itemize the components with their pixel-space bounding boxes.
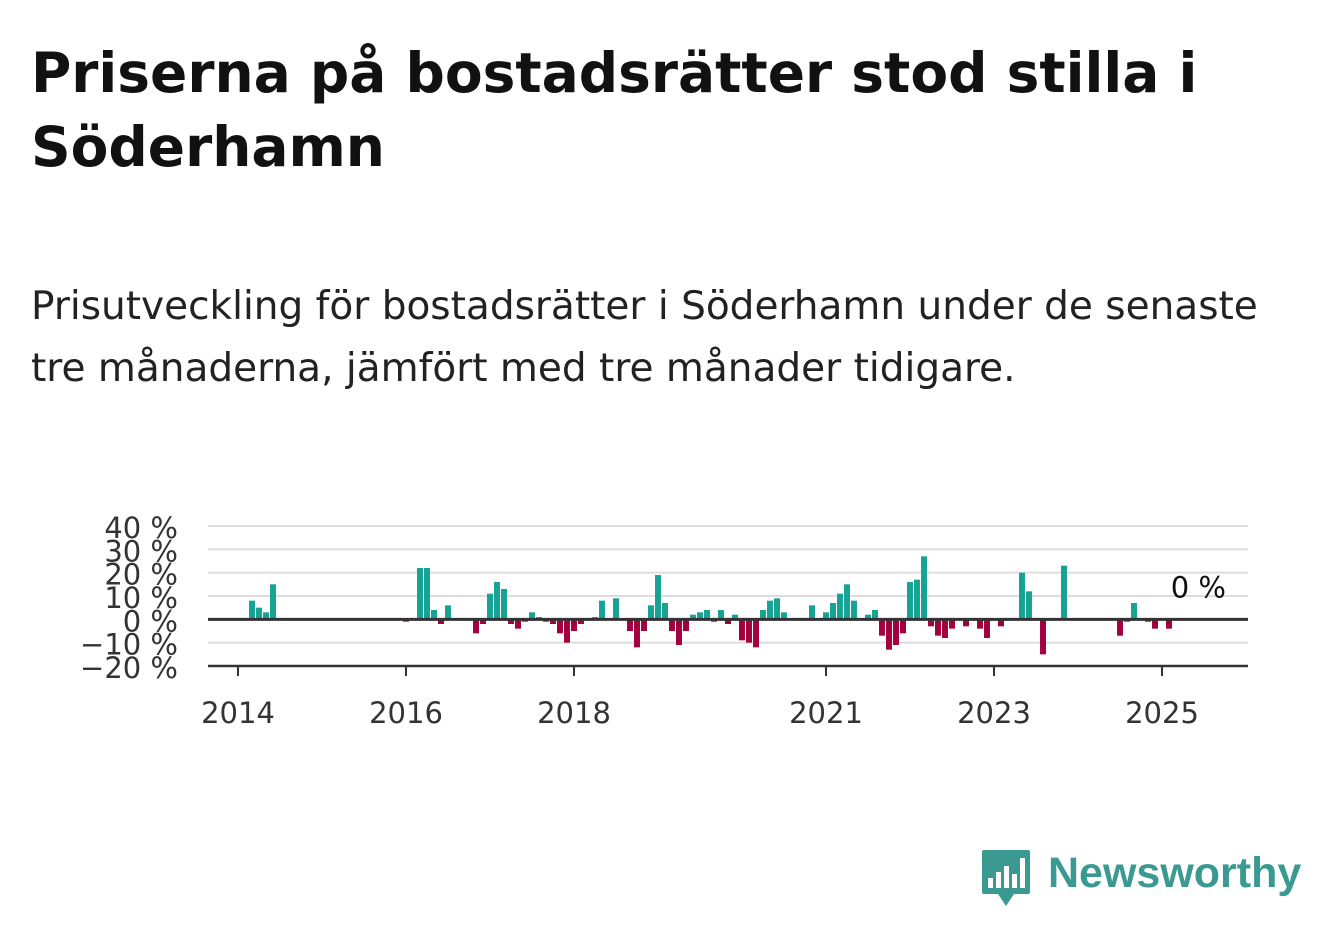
x-tick-label: 2025 [1125, 696, 1199, 730]
x-tick-label: 2018 [537, 696, 611, 730]
bar [753, 619, 759, 648]
bar [669, 619, 675, 631]
bar [683, 619, 689, 631]
bar [662, 603, 668, 620]
bar [767, 600, 773, 620]
bar [977, 619, 983, 629]
bar [256, 607, 262, 620]
chart-subtitle: Prisutveckling för bostadsrätter i Söder… [31, 284, 1258, 391]
x-tick-label: 2021 [789, 696, 863, 730]
bar [998, 619, 1004, 627]
bar [746, 619, 752, 643]
last-value-annotation: 0 % [1171, 570, 1226, 604]
y-tick-label: 20 % [104, 558, 178, 592]
chart-title: Priserna på bostadsrätter stod stilla i … [31, 41, 1198, 179]
bar [648, 605, 654, 620]
bar [655, 575, 661, 620]
bar [718, 610, 724, 620]
bar [557, 619, 563, 634]
bar [739, 619, 745, 641]
bar [774, 598, 780, 620]
bar [949, 619, 955, 629]
bar [893, 619, 899, 645]
bar [1019, 572, 1025, 620]
bar [417, 568, 423, 620]
bar [823, 612, 829, 620]
bar [501, 589, 507, 620]
bar [704, 610, 710, 620]
bar [879, 619, 885, 636]
y-tick-label: 0 % [123, 604, 178, 638]
x-tick-label: 2014 [201, 696, 275, 730]
bar [480, 619, 486, 624]
bar [809, 605, 815, 620]
bar [928, 619, 934, 627]
bar [935, 619, 941, 636]
bar [942, 619, 948, 638]
bar [431, 610, 437, 620]
bar [914, 579, 920, 620]
y-tick-label: 30 % [104, 534, 178, 568]
bar [690, 614, 696, 620]
bar [1152, 619, 1158, 629]
bar [984, 619, 990, 638]
bar [760, 610, 766, 620]
bar [963, 619, 969, 627]
newsworthy-logo-icon [982, 850, 1030, 906]
bar [613, 598, 619, 620]
bar [641, 619, 647, 631]
bar [508, 619, 514, 624]
brand-name: Newsworthy [1048, 849, 1302, 897]
bar [837, 593, 843, 620]
bar [1117, 619, 1123, 636]
bar [249, 600, 255, 620]
bar [473, 619, 479, 634]
bar [732, 614, 738, 620]
bar [571, 619, 577, 631]
bar [1026, 591, 1032, 620]
bar [263, 612, 269, 620]
bar [781, 612, 787, 620]
bar [550, 619, 556, 624]
bar [1166, 619, 1172, 629]
bar [1061, 565, 1067, 620]
bar [676, 619, 682, 645]
bar [578, 619, 584, 624]
bar [697, 612, 703, 620]
bar [921, 556, 927, 620]
bar [872, 610, 878, 620]
bar [907, 582, 913, 620]
bar [1040, 619, 1046, 655]
bar [599, 600, 605, 620]
bar [529, 612, 535, 620]
bar [844, 584, 850, 620]
bar [851, 600, 857, 620]
bar [445, 605, 451, 620]
bar [886, 619, 892, 650]
bar [725, 619, 731, 624]
bar-chart: 40 %30 %20 %10 %0 %−10 %−20 %2014 2016 201… [80, 511, 1248, 730]
bar [627, 619, 633, 631]
bar [494, 582, 500, 620]
bar [270, 584, 276, 620]
bar [1131, 603, 1137, 620]
bar [634, 619, 640, 648]
bar [424, 568, 430, 620]
bar [438, 619, 444, 624]
bar [900, 619, 906, 634]
x-tick-label: 2016 [369, 696, 443, 730]
y-tick-label: 10 % [104, 581, 178, 615]
bar [830, 603, 836, 620]
bar [865, 614, 871, 620]
bar [515, 619, 521, 629]
bar [487, 593, 493, 620]
bar [564, 619, 570, 643]
y-tick-label: −20 % [80, 651, 178, 685]
y-tick-label: −10 % [80, 628, 178, 662]
y-tick-label: 40 % [104, 511, 178, 545]
x-tick-label: 2023 [957, 696, 1031, 730]
